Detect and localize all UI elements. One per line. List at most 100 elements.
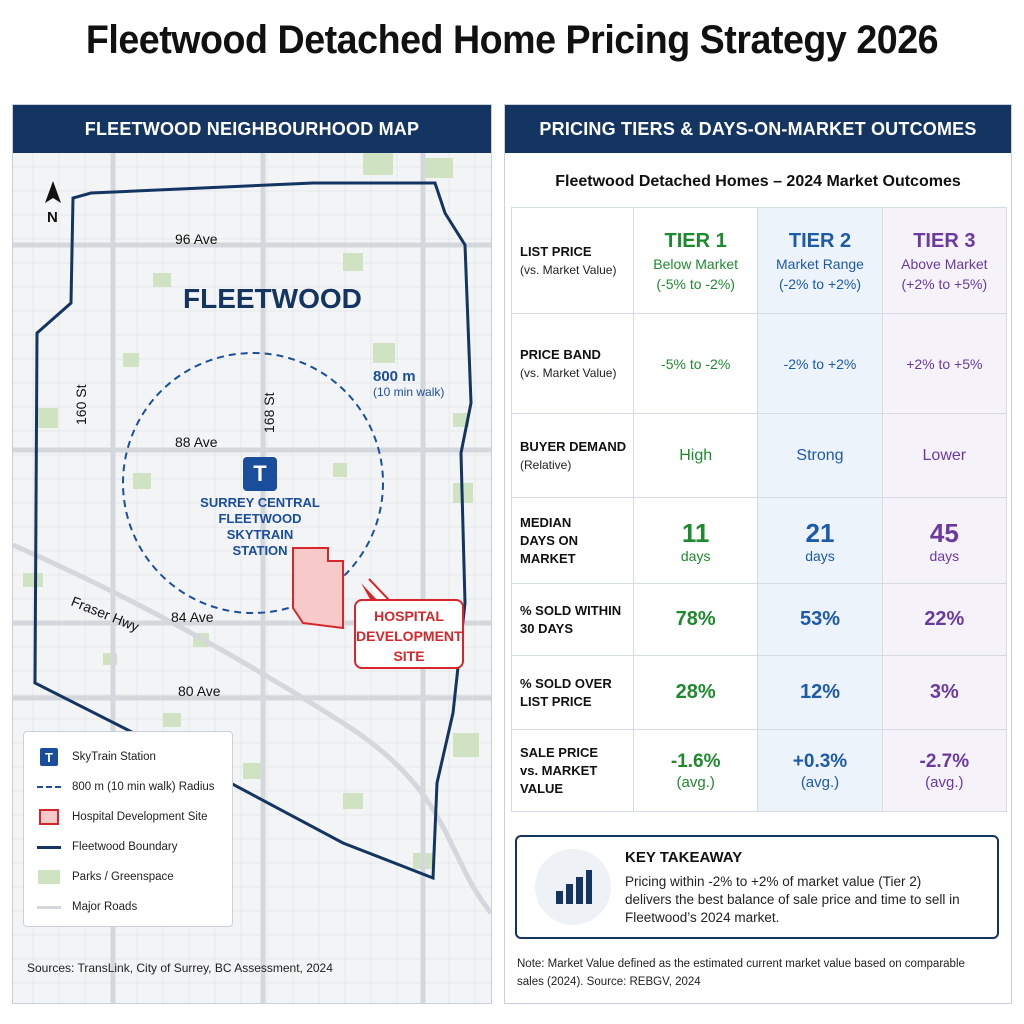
table-cell: 28% (632, 655, 759, 730)
area-name: FLEETWOOD (183, 283, 362, 314)
table-cell: 78% (632, 583, 759, 656)
legend-item-roads: Major Roads (36, 892, 220, 922)
street-96-ave: 96 Ave (175, 231, 218, 247)
page-title: Fleetwood Detached Home Pricing Strategy… (85, 18, 939, 62)
row-label: % SOLD OVER LIST PRICE (511, 655, 634, 730)
takeaway-text: Pricing within -2% to +2% of market valu… (625, 874, 960, 925)
table-cell: 45 days (881, 497, 1008, 584)
road-line-icon (37, 905, 61, 909)
row-label: % SOLD WITHIN 30 DAYS (511, 583, 634, 656)
row-label-sub: (vs. Market Value) (520, 262, 617, 277)
table-title: Fleetwood Detached Homes – 2024 Market O… (555, 173, 961, 190)
park-area (423, 158, 453, 178)
table-cell: -1.6% (avg.) (632, 729, 759, 812)
sale-avg: (avg.) (676, 774, 715, 791)
table-cell: Lower (881, 413, 1008, 498)
row-label-text: LIST PRICE (520, 243, 592, 259)
table-cell: +2% to +5% (881, 313, 1008, 414)
park-area (453, 733, 479, 757)
key-takeaway-box: KEY TAKEAWAY Pricing within -2% to +2% o… (515, 835, 999, 939)
park-area (333, 463, 347, 477)
hospital-callout-line: HOSPITAL (374, 608, 444, 624)
row-label-text: BUYER DEMAND (520, 438, 627, 454)
legend-label: Fleetwood Boundary (72, 841, 178, 853)
table-row: % SOLD WITHIN 30 DAYS 78% 53% 22% (511, 583, 1008, 656)
footnote: Note: Market Value defined as the estima… (517, 958, 965, 988)
neighbourhood-map[interactable]: N FLEETWOOD 96 Ave 88 Ave 84 Ave 80 Ave … (13, 153, 491, 1003)
sale-value: +0.3% (792, 751, 848, 772)
map-legend: T SkyTrain Station 800 m (10 min walk) R… (23, 731, 233, 927)
sale-value: -1.6% (670, 751, 721, 772)
tier-range: (+2% to +5%) (901, 275, 988, 292)
bar-chart-icon (535, 849, 611, 925)
legend-item-hospital: Hospital Development Site (36, 802, 220, 832)
hospital-callout-line: DEVELOPMENT (356, 628, 463, 644)
legend-label: Hospital Development Site (72, 811, 208, 823)
table-cell: +0.3% (avg.) (757, 729, 883, 812)
legend-label: 800 m (10 min walk) Radius (72, 781, 215, 793)
legend-item-station: T SkyTrain Station (36, 742, 220, 772)
row-label-text: MEDIAN (520, 514, 572, 530)
sale-value: -2.7% (919, 751, 970, 772)
park-area (133, 473, 151, 489)
legend-label: Parks / Greenspace (72, 871, 174, 883)
station-name-line: SURREY CENTRAL (200, 495, 320, 510)
street-160-st: 160 St (73, 384, 89, 425)
row-label-sub: (vs. Market Value) (520, 365, 617, 380)
tier-1-header: TIER 1 Below Market (-5% to -2%) (632, 207, 759, 314)
table-cell: 22% (881, 583, 1008, 656)
row-label-sub: (Relative) (520, 457, 572, 472)
map-panel: FLEETWOOD NEIGHBOURHOOD MAP (12, 104, 492, 1004)
hospital-callout[interactable]: HOSPITAL DEVELOPMENT SITE (354, 599, 464, 669)
legend-label: Major Roads (72, 901, 138, 913)
tier-2-header: TIER 2 Market Range (-2% to +2%) (757, 207, 883, 314)
skytrain-station-icon[interactable]: T (243, 457, 277, 491)
tier-range: (-5% to -2%) (656, 275, 735, 292)
dashed-line-icon (37, 786, 61, 788)
takeaway-title: KEY TAKEAWAY (625, 849, 743, 866)
map-panel-header: FLEETWOOD NEIGHBOURHOOD MAP (13, 105, 491, 153)
north-arrow-icon (45, 181, 61, 203)
table-cell: 11 days (632, 497, 759, 584)
hospital-site-polygon[interactable] (292, 547, 344, 630)
fleetwood-boundary (33, 181, 473, 881)
table-row: BUYER DEMAND (Relative) High Strong Lowe… (511, 413, 1008, 498)
table-cell: -2.7% (avg.) (881, 729, 1008, 812)
radius-walk-time: (10 min walk) (373, 385, 445, 399)
row-label: BUYER DEMAND (Relative) (511, 413, 634, 498)
row-label-text: vs. MARKET VALUE (520, 762, 598, 796)
legend-label: SkyTrain Station (72, 751, 156, 763)
table-cell: 3% (881, 655, 1008, 730)
park-area (453, 413, 469, 427)
table-row: MEDIAN DAYS ON MARKET 11 days 21 days 45… (511, 497, 1008, 584)
legend-item-boundary: Fleetwood Boundary (36, 832, 220, 862)
table-cell: High (632, 413, 759, 498)
table-cell: 21 days (757, 497, 883, 584)
street-84-ave: 84 Ave (171, 609, 214, 625)
row-label: SALE PRICE vs. MARKET VALUE (511, 729, 634, 812)
row-label: PRICE BAND (vs. Market Value) (511, 313, 634, 414)
table-row: LIST PRICE (vs. Market Value) TIER 1 Bel… (511, 207, 1008, 314)
pricing-tier-table: LIST PRICE (vs. Market Value) TIER 1 Bel… (511, 207, 1008, 812)
table-cell: -2% to +2% (757, 313, 883, 414)
days-unit: days (805, 547, 835, 564)
map-sources: Sources: TransLink, City of Surrey, BC A… (27, 961, 333, 975)
street-88-ave: 88 Ave (175, 434, 218, 450)
sale-avg: (avg.) (925, 774, 964, 791)
table-cell: 53% (757, 583, 883, 656)
tiers-panel: PRICING TIERS & DAYS-ON-MARKET OUTCOMES … (504, 104, 1012, 1004)
table-row: PRICE BAND (vs. Market Value) -5% to -2%… (511, 313, 1008, 414)
row-label-text: DAYS ON MARKET (520, 532, 579, 566)
tiers-panel-header: PRICING TIERS & DAYS-ON-MARKET OUTCOMES (505, 105, 1011, 153)
tier-desc: Market Range (776, 255, 864, 272)
table-row: % SOLD OVER LIST PRICE 28% 12% 3% (511, 655, 1008, 730)
hospital-callout-line: SITE (393, 648, 425, 664)
park-area (153, 273, 171, 287)
days-unit: days (929, 547, 960, 564)
days-unit: days (680, 547, 711, 564)
days-value: 21 (805, 517, 835, 548)
north-label: N (47, 209, 58, 226)
street-80-ave: 80 Ave (178, 683, 221, 699)
row-label-text: PRICE BAND (520, 346, 601, 362)
station-name-line: SKYTRAIN STATION (226, 527, 294, 558)
